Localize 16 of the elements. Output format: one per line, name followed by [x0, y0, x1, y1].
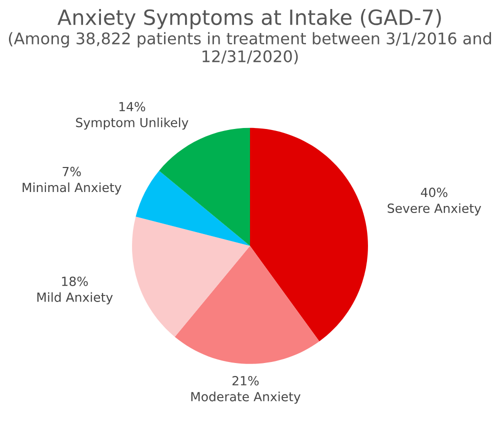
slice-label: Symptom Unlikely: [76, 118, 188, 130]
pie-slice: [136, 170, 250, 246]
slice-label: Mild Anxiety: [37, 292, 113, 304]
chart-subtitle: (Among 38,822 patients in treatment between 3/1/2016 and 12/31/2020): [8, 32, 491, 64]
pie-slice: [132, 216, 250, 337]
data-label: 40%: [420, 188, 448, 198]
data-label: 18%: [62, 276, 88, 286]
data-label: 7%: [62, 166, 81, 176]
data-label: 21%: [232, 376, 259, 386]
pie-slice: [174, 246, 320, 364]
chart-title: Anxiety Symptoms at Intake (GAD-7): [58, 9, 441, 30]
slice-label: Moderate Anxiety: [191, 392, 300, 404]
slice-label: Minimal Anxiety: [22, 182, 122, 195]
pie-slice: [250, 128, 368, 342]
slice-label: Severe Anxiety: [388, 203, 482, 216]
data-label: 14%: [119, 102, 146, 112]
